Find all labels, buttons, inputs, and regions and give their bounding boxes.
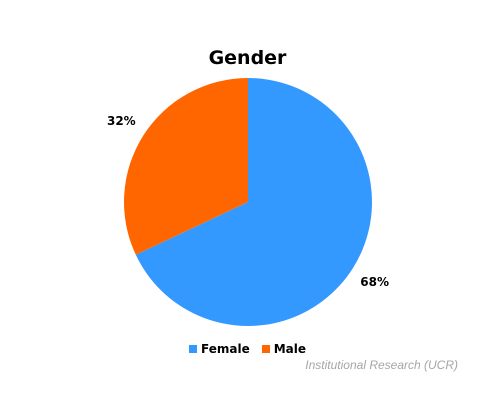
legend-swatch-male [261,345,270,353]
legend-swatch-female [189,345,197,353]
pie-slice-male [123,77,248,255]
chart-legend: Female Male [0,342,495,356]
legend-label-male: Male [273,342,306,356]
legend-label-female: Female [201,342,250,356]
legend-item-male: Male [261,342,306,356]
chart-title: Gender [208,47,287,69]
data-label-female: 68% [360,275,389,289]
data-label-male: 32% [107,114,136,128]
pie-slice-female [135,78,372,326]
legend-item-female: Female [189,342,250,356]
source-note: Institutional Research (UCR) [305,358,458,372]
